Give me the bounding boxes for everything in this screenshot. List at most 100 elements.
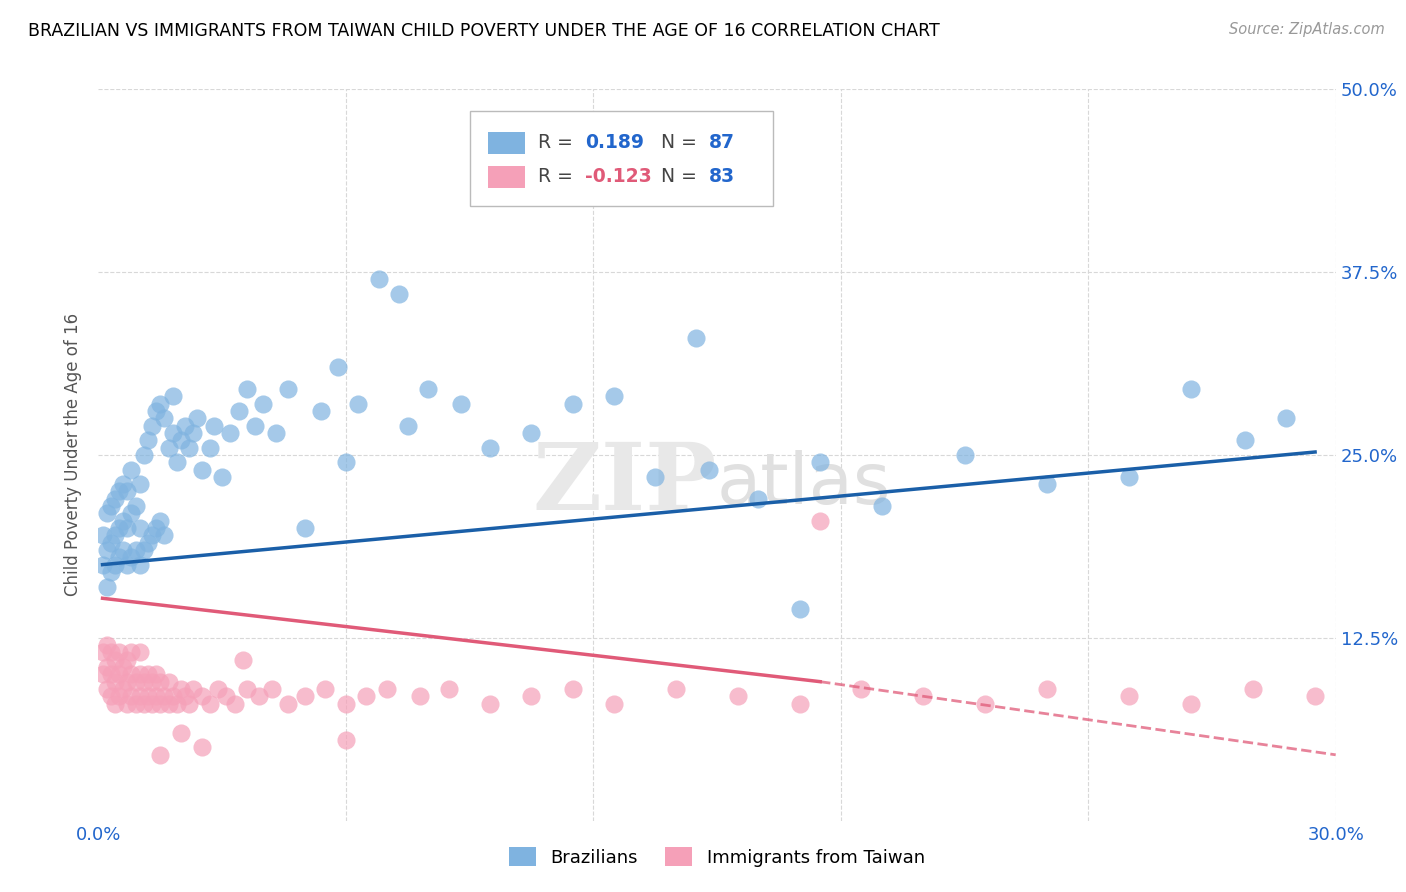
Point	[1118, 470, 1140, 484]
Text: BRAZILIAN VS IMMIGRANTS FROM TAIWAN CHILD POVERTY UNDER THE AGE OF 16 CORRELATIO: BRAZILIAN VS IMMIGRANTS FROM TAIWAN CHIL…	[28, 22, 939, 40]
Point	[153, 411, 176, 425]
Point	[162, 690, 184, 704]
Point	[224, 697, 246, 711]
Point	[174, 690, 197, 704]
Point	[166, 455, 188, 469]
Point	[104, 697, 127, 711]
Point	[665, 681, 688, 696]
Point	[277, 697, 299, 711]
Point	[367, 272, 389, 286]
Point	[479, 441, 502, 455]
Point	[1303, 690, 1326, 704]
Y-axis label: Child Poverty Under the Age of 16: Child Poverty Under the Age of 16	[65, 313, 83, 597]
Point	[252, 397, 274, 411]
Text: -0.123: -0.123	[585, 168, 651, 186]
Point	[644, 470, 666, 484]
Point	[108, 484, 131, 499]
Point	[104, 674, 127, 689]
Point	[112, 681, 135, 696]
Point	[347, 397, 370, 411]
Point	[117, 484, 139, 499]
Point	[236, 382, 259, 396]
Point	[166, 697, 188, 711]
Point	[128, 521, 150, 535]
Point	[136, 535, 159, 549]
Point	[128, 690, 150, 704]
Point	[198, 441, 221, 455]
Point	[132, 697, 155, 711]
Point	[437, 681, 460, 696]
Point	[181, 425, 204, 440]
Point	[808, 514, 831, 528]
Point	[162, 389, 184, 403]
Point	[149, 697, 172, 711]
Point	[96, 507, 118, 521]
Point	[335, 733, 357, 747]
Point	[100, 690, 122, 704]
Point	[145, 404, 167, 418]
Point	[179, 441, 201, 455]
Point	[117, 521, 139, 535]
Point	[228, 404, 250, 418]
Point	[685, 331, 707, 345]
Point	[561, 397, 583, 411]
Point	[124, 674, 146, 689]
Point	[162, 425, 184, 440]
Point	[953, 448, 976, 462]
Point	[157, 674, 180, 689]
Point	[243, 418, 266, 433]
Point	[108, 690, 131, 704]
Point	[314, 681, 336, 696]
Point	[136, 667, 159, 681]
Point	[207, 681, 229, 696]
Point	[294, 521, 316, 535]
Point	[277, 382, 299, 396]
Point	[96, 638, 118, 652]
Point	[132, 543, 155, 558]
Point	[1036, 477, 1059, 491]
Text: N =: N =	[661, 133, 703, 153]
Point	[91, 528, 114, 542]
Point	[186, 411, 208, 425]
Point	[149, 747, 172, 762]
Point	[388, 287, 411, 301]
Point	[520, 425, 543, 440]
Point	[132, 674, 155, 689]
Point	[91, 645, 114, 659]
Point	[128, 558, 150, 572]
Point	[202, 418, 225, 433]
Bar	[488, 166, 526, 188]
Point	[149, 674, 172, 689]
Point	[112, 660, 135, 674]
Point	[141, 418, 163, 433]
Point	[120, 507, 142, 521]
Point	[198, 697, 221, 711]
Point	[375, 681, 398, 696]
Point	[112, 543, 135, 558]
Point	[170, 434, 193, 448]
Point	[108, 645, 131, 659]
Point	[91, 558, 114, 572]
Point	[120, 550, 142, 565]
Point	[128, 645, 150, 659]
Point	[120, 645, 142, 659]
Point	[112, 477, 135, 491]
Point	[747, 491, 769, 506]
Text: 83: 83	[709, 168, 734, 186]
Point	[247, 690, 270, 704]
Point	[309, 404, 332, 418]
Point	[409, 690, 432, 704]
Point	[100, 645, 122, 659]
Point	[174, 418, 197, 433]
Point	[120, 690, 142, 704]
Text: ZIP: ZIP	[533, 439, 717, 529]
Text: N =: N =	[661, 168, 703, 186]
Point	[974, 697, 997, 711]
FancyBboxPatch shape	[470, 112, 773, 206]
Point	[219, 425, 242, 440]
Point	[603, 389, 626, 403]
Point	[132, 448, 155, 462]
Point	[96, 681, 118, 696]
Point	[120, 462, 142, 476]
Point	[912, 690, 935, 704]
